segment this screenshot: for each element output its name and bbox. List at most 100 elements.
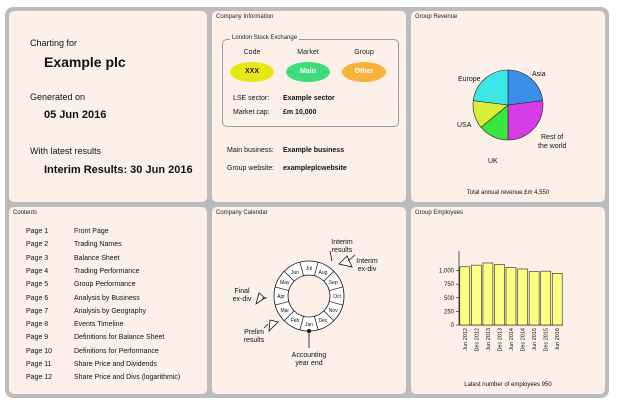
company-info-title: Company Information — [216, 14, 274, 20]
final-exdiv-flag — [255, 292, 266, 305]
calendar-segment-divider — [329, 286, 343, 291]
lse-sector-value: Example sector — [283, 95, 335, 102]
y-tick-label: 750 — [444, 282, 455, 288]
x-tick-label: Jun 2015 — [532, 328, 538, 351]
employee-bar — [517, 268, 528, 326]
pie-label-asia: Asia — [532, 71, 546, 78]
employee-bar — [494, 264, 505, 326]
contents-page-number: Page 7 — [26, 307, 49, 315]
contents-page-name: Events Timeline — [74, 321, 124, 329]
final-exdiv-label-2: ex-div — [233, 296, 252, 303]
interim-exdiv-label-2: ex-div — [358, 266, 377, 273]
calendar-month-label: Jun — [291, 270, 299, 276]
generated-label: Generated on — [30, 92, 86, 102]
contents-page-number: Page 1 — [26, 228, 49, 235]
revenue-panel: Group Revenue Asia Rest of the world UK … — [411, 11, 605, 202]
interim-results-label-2: results — [332, 247, 353, 254]
company-name: Example plc — [44, 54, 126, 70]
contents-page-name: Share Price and Divs (logarithmic) — [74, 374, 181, 382]
y-tick-label: 250 — [444, 309, 455, 315]
contents-page-name: Analysis by Business — [74, 294, 140, 302]
interim-exdiv-flag — [338, 255, 353, 268]
calendar-panel: Company Calendar Jan Feb Mar Apr May Jun Jul Au… — [212, 207, 406, 394]
contents-page-number: Page 10 — [26, 347, 53, 355]
website-value[interactable]: exampleplcwebsite — [283, 165, 347, 172]
lse-box — [222, 39, 399, 127]
contents-page-number: Page 6 — [26, 294, 49, 302]
employees-title: Group Employees — [415, 210, 464, 216]
employees-panel: Group Employees 0 250 500 750 1,000 Jun 2012… — [411, 207, 605, 394]
pie-label-europe: Europe — [458, 76, 481, 83]
revenue-title: Group Revenue — [415, 14, 458, 20]
code-header: Code — [243, 49, 261, 56]
y-tick-label: 500 — [444, 296, 455, 302]
contents-page-name: Definitions for Performance — [74, 347, 159, 355]
employee-bar — [528, 271, 540, 326]
generated-date: 05 Jun 2016 — [44, 109, 107, 121]
contents-page-number: Page 3 — [26, 254, 49, 262]
pie-slice-europe — [472, 69, 509, 106]
calendar-month-label: Oct — [333, 294, 341, 300]
employee-bar — [505, 267, 517, 326]
calendar-month-label: Feb — [291, 318, 300, 324]
employees-caption: Latest number of employees 950 — [464, 382, 552, 388]
pie-label-rest-of-world-1: Rest of — [541, 134, 563, 141]
employees-bar-chart: 0 250 500 750 1,000 Jun 2012 Dec 2012 Jun 2013… — [439, 251, 563, 388]
x-tick-label: Jun 2016 — [555, 328, 561, 351]
lse-sector-label: LSE sector: — [233, 95, 270, 102]
employee-bar — [459, 266, 471, 326]
year-end-dot — [307, 329, 311, 333]
x-tick-label: Dec 2015 — [544, 328, 550, 352]
x-tick-label: Dec 2014 — [521, 328, 527, 352]
contents-panel: Contents Page 1 Front Page Page 2 Trading N… — [9, 207, 207, 394]
contents-page-number: Page 12 — [26, 374, 53, 382]
pie-label-usa: USA — [457, 122, 472, 129]
prelim-results-label-2: results — [244, 337, 265, 344]
x-tick-label: Jun 2013 — [486, 328, 492, 351]
calendar-segment-divider — [314, 316, 319, 330]
revenue-caption: Total annual revenue £m 4,550 — [467, 190, 550, 196]
calendar-month-label: Nov — [329, 308, 338, 314]
y-tick-label: 1,000 — [439, 269, 455, 275]
calendar-month-label: Sep — [329, 280, 338, 286]
pie-label-uk: UK — [488, 158, 498, 165]
calendar-month-label: May — [280, 280, 290, 286]
main-business-label: Main business: — [227, 147, 274, 154]
contents-page-name: Share Price and Dividends — [74, 361, 157, 368]
revenue-pie-chart: Asia Rest of the world UK USA Europe Tot… — [457, 69, 567, 196]
website-label: Group website: — [227, 165, 275, 172]
contents-page-number: Page 5 — [26, 281, 49, 289]
latest-results-value: Interim Results: 30 Jun 2016 — [44, 164, 193, 176]
market-header: Market — [297, 49, 319, 56]
group-pill: Other — [342, 62, 386, 82]
market-cap-label: Market cap: — [233, 109, 270, 116]
employee-bar — [551, 273, 563, 326]
year-end-label-2: year end — [295, 360, 322, 367]
contents-page-name: Analysis by Geography — [74, 307, 146, 315]
latest-results-label: With latest results — [30, 146, 102, 156]
x-tick-label: Jun 2012 — [463, 328, 469, 351]
market-cap-value: £m 10,000 — [283, 109, 317, 116]
code-pill: XXX — [230, 62, 274, 82]
y-tick-label: 0 — [451, 323, 455, 329]
interim-results-label-1: Interim — [331, 239, 353, 246]
calendar-segment-divider — [299, 316, 304, 330]
x-tick-label: Dec 2012 — [474, 328, 480, 352]
lse-legend: London Stock Exchange — [230, 35, 300, 41]
prelim-results-label-1: Prelim — [244, 329, 264, 336]
calendar-segment-divider — [275, 301, 289, 306]
prelim-results-pointer — [263, 323, 269, 329]
charting-for-label: Charting for — [30, 38, 78, 48]
calendar-segment-divider — [284, 271, 295, 282]
employee-bar — [540, 270, 551, 326]
pie-slice-rest-of-the-world — [507, 100, 544, 141]
contents-page-name: Balance Sheet — [74, 254, 120, 262]
employee-bar — [482, 262, 494, 326]
x-tick-label: Dec 2013 — [497, 328, 503, 352]
contents-page-number: Page 9 — [26, 334, 49, 342]
employee-bar — [471, 264, 482, 326]
calendar-segment-divider — [323, 271, 334, 282]
contents-title: Contents — [13, 210, 38, 216]
calendar-month-label: Mar — [280, 308, 289, 314]
